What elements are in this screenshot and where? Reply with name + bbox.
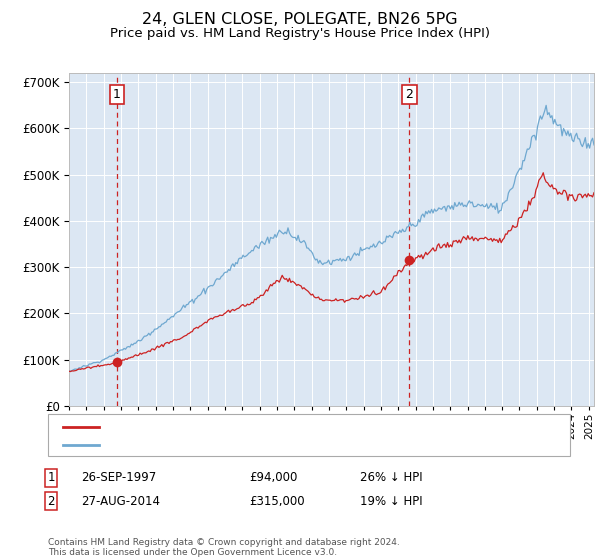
Text: HPI: Average price, detached house, Wealden: HPI: Average price, detached house, Weal…: [105, 440, 360, 450]
Text: 1: 1: [47, 471, 55, 484]
Text: 26-SEP-1997: 26-SEP-1997: [81, 471, 156, 484]
Text: 1: 1: [113, 88, 121, 101]
Text: Contains HM Land Registry data © Crown copyright and database right 2024.
This d: Contains HM Land Registry data © Crown c…: [48, 538, 400, 557]
Text: £94,000: £94,000: [249, 471, 298, 484]
Text: 2: 2: [406, 88, 413, 101]
Text: 2: 2: [47, 494, 55, 508]
Text: 27-AUG-2014: 27-AUG-2014: [81, 494, 160, 508]
Text: 26% ↓ HPI: 26% ↓ HPI: [360, 471, 422, 484]
Text: Price paid vs. HM Land Registry's House Price Index (HPI): Price paid vs. HM Land Registry's House …: [110, 27, 490, 40]
Text: 24, GLEN CLOSE, POLEGATE, BN26 5PG: 24, GLEN CLOSE, POLEGATE, BN26 5PG: [142, 12, 458, 27]
Text: 19% ↓ HPI: 19% ↓ HPI: [360, 494, 422, 508]
Text: £315,000: £315,000: [249, 494, 305, 508]
Text: 24, GLEN CLOSE, POLEGATE, BN26 5PG (detached house): 24, GLEN CLOSE, POLEGATE, BN26 5PG (deta…: [105, 422, 426, 432]
